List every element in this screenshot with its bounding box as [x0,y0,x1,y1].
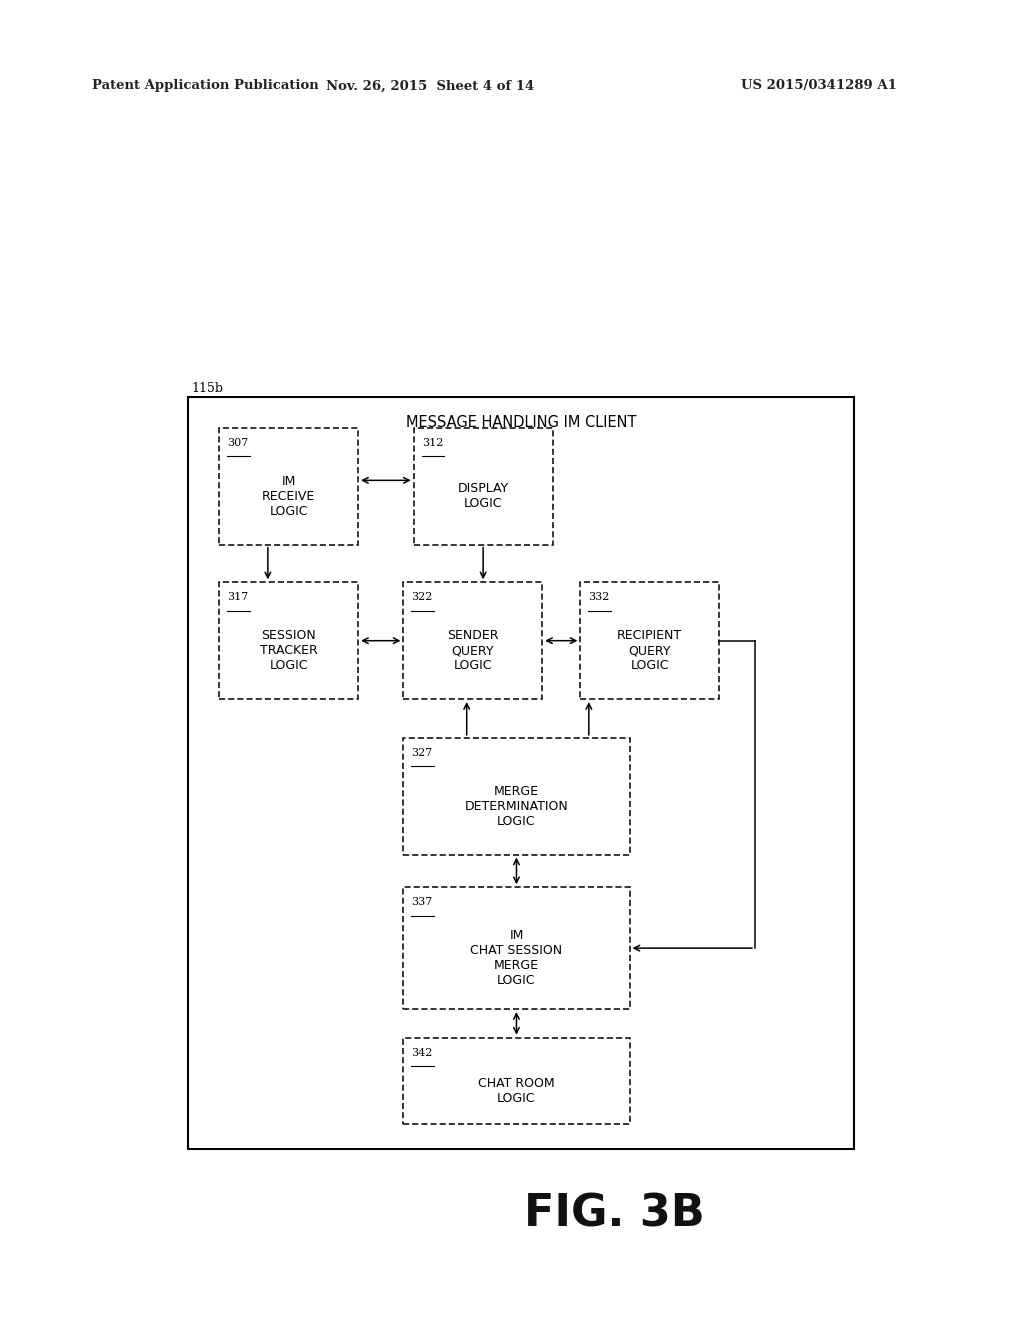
Text: SENDER
QUERY
LOGIC: SENDER QUERY LOGIC [447,630,499,672]
Bar [187,397,854,1150]
Text: Nov. 26, 2015  Sheet 4 of 14: Nov. 26, 2015 Sheet 4 of 14 [326,79,535,92]
Bar [219,582,358,700]
Text: 115b: 115b [191,383,223,395]
Text: 332: 332 [588,593,609,602]
Text: Patent Application Publication: Patent Application Publication [92,79,318,92]
Text: FIG. 3B: FIG. 3B [524,1193,705,1236]
Bar [403,582,543,700]
Text: IM
RECEIVE
LOGIC: IM RECEIVE LOGIC [262,475,315,517]
Text: 322: 322 [412,593,433,602]
Text: IM
CHAT SESSION
MERGE
LOGIC: IM CHAT SESSION MERGE LOGIC [470,929,562,987]
Text: 327: 327 [412,748,432,758]
Text: 307: 307 [227,438,249,447]
Text: 337: 337 [412,898,432,907]
Text: 342: 342 [412,1048,433,1057]
Bar [581,582,719,700]
Text: RECIPIENT
QUERY
LOGIC: RECIPIENT QUERY LOGIC [617,630,682,672]
Text: DISPLAY
LOGIC: DISPLAY LOGIC [458,482,509,511]
Bar [403,887,630,1008]
Text: 312: 312 [422,438,443,447]
Bar [403,1038,630,1125]
Text: MERGE
DETERMINATION
LOGIC: MERGE DETERMINATION LOGIC [465,785,568,828]
Bar [219,428,358,545]
Text: 317: 317 [227,593,249,602]
Text: US 2015/0341289 A1: US 2015/0341289 A1 [741,79,897,92]
Bar [414,428,553,545]
Text: MESSAGE HANDLING IM CLIENT: MESSAGE HANDLING IM CLIENT [406,416,636,430]
Text: CHAT ROOM
LOGIC: CHAT ROOM LOGIC [478,1077,555,1105]
Text: SESSION
TRACKER
LOGIC: SESSION TRACKER LOGIC [260,630,317,672]
Bar [403,738,630,854]
